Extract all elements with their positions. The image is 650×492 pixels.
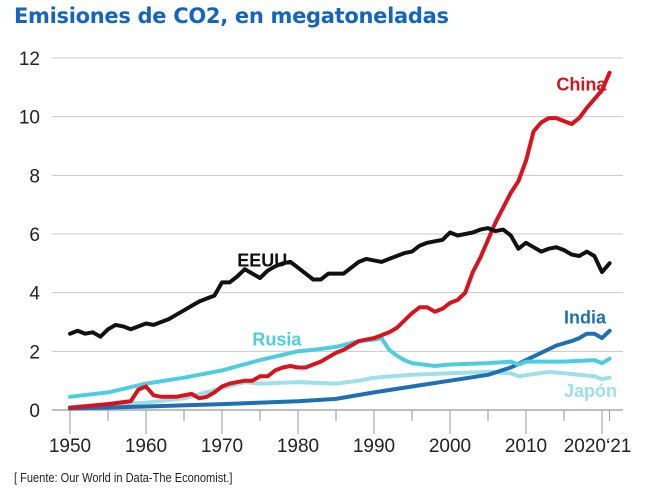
series-label-rusia: Rusia [252, 329, 302, 349]
y-axis-ticks: 0 2 4 6 8 10 12 [19, 49, 41, 422]
series-label-china: China [556, 74, 607, 94]
series-label-eeuu: EEUU [237, 250, 287, 270]
y-tick-label: 2 [29, 342, 40, 363]
series-labels: EEUU China Rusia India Japón [237, 74, 617, 401]
x-tick-label: 2000 [429, 436, 471, 457]
y-tick-label: 0 [29, 401, 40, 422]
y-tick-label: 10 [19, 108, 40, 129]
series-line-india [68, 328, 612, 411]
series-line-china [68, 70, 612, 410]
y-tick-label: 12 [19, 49, 40, 70]
source-note: [ Fuente: Our World in Data-The Economis… [14, 470, 233, 485]
series-line-eeuu [68, 226, 612, 339]
y-tick-label: 8 [29, 166, 40, 187]
gridlines [52, 57, 623, 411]
x-tick-label: 1980 [277, 436, 319, 457]
series-label-japón: Japón [564, 381, 617, 401]
x-tick-label: 2020 [564, 436, 606, 457]
series-lines [68, 70, 612, 411]
x-tick-label: ‘21 [606, 436, 631, 457]
series-line-rusia [68, 336, 612, 399]
y-tick-label: 6 [29, 225, 40, 246]
x-tick-label: 1990 [353, 436, 395, 457]
x-tick-label: 1960 [125, 436, 167, 457]
x-tick-label: 1970 [201, 436, 243, 457]
y-tick-label: 4 [29, 284, 40, 305]
series-label-india: India [564, 307, 607, 327]
x-axis: 1950 1960 1970 1980 1990 2000 2010 2020 ‘21 [49, 410, 631, 457]
x-tick-label: 2010 [505, 436, 547, 457]
x-tick-label: 1950 [49, 436, 91, 457]
chart-title: Emisiones de CO2, en megatoneladas [14, 4, 449, 28]
